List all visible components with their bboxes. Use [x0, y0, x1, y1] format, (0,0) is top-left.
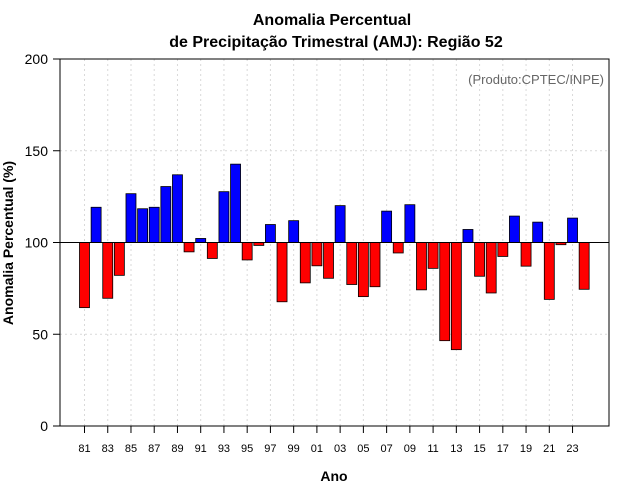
x-tick-label: 85 [125, 443, 137, 455]
y-tick-label: 50 [32, 326, 48, 342]
bar-1981 [79, 242, 90, 309]
bar-2001 [311, 242, 323, 267]
bar-1982 [90, 206, 102, 243]
x-tick-label: 97 [264, 443, 276, 455]
y-axis: 0 50 100 150 200 [25, 51, 60, 434]
bar-1993 [218, 191, 230, 243]
bar-1997 [265, 224, 276, 243]
bar-2002 [323, 242, 334, 279]
x-tick-label: 23 [566, 443, 578, 455]
bar-1992 [206, 242, 218, 259]
bar-1991 [195, 238, 207, 243]
x-tick-label: 83 [102, 443, 114, 455]
bar-1988 [160, 186, 172, 243]
bar-2013 [450, 242, 462, 351]
bar-2008 [392, 242, 404, 254]
x-axis: 81 83 85 87 89 91 93 95 97 99 01 03 05 07 09 11 13 15 17 19… [78, 426, 579, 455]
bar-2010 [416, 242, 427, 291]
bar-1984 [113, 242, 125, 276]
bar-2012 [439, 242, 451, 342]
bar-1994 [230, 163, 241, 243]
chart-title-line2: de Precipitação Trimestral (AMJ): Região… [169, 34, 503, 51]
x-tick-label: 89 [171, 443, 183, 455]
x-tick-label: 95 [241, 443, 253, 455]
bar-1995 [241, 242, 253, 261]
bar-2021 [543, 242, 555, 300]
x-tick-label: 87 [148, 443, 160, 455]
bar-2005 [357, 242, 369, 298]
bar-2019 [520, 242, 532, 267]
x-axis-title: Ano [320, 468, 347, 484]
x-tick-label: 13 [450, 443, 462, 455]
bar-1986 [137, 208, 149, 243]
x-tick-label: 99 [288, 443, 300, 455]
chart-title-line1: Anomalia Percentual [253, 12, 411, 29]
y-tick-label: 200 [25, 51, 49, 67]
grid-lines [60, 58, 609, 427]
bar-1987 [148, 206, 160, 243]
x-tick-label: 03 [334, 443, 346, 455]
x-tick-label: 15 [473, 443, 485, 455]
bar-2018 [509, 215, 520, 243]
bar-2000 [299, 242, 311, 284]
y-tick-label: 0 [40, 418, 48, 434]
bar-2015 [474, 242, 485, 277]
bar-2011 [427, 242, 439, 269]
bar-2007 [381, 210, 393, 243]
x-tick-label: 19 [520, 443, 532, 455]
x-tick-label: 01 [311, 443, 323, 455]
bar-1990 [183, 242, 195, 253]
x-tick-label: 81 [78, 443, 90, 455]
bars [79, 163, 590, 351]
bar-2017 [497, 242, 509, 257]
x-tick-label: 07 [380, 443, 392, 455]
bar-2023 [567, 217, 578, 243]
y-tick-label: 100 [25, 235, 49, 251]
bar-2020 [532, 221, 544, 243]
bar-2004 [346, 242, 358, 285]
bar-2014 [462, 229, 474, 243]
y-axis-title: Anomalia Percentual (%) [0, 161, 16, 325]
y-tick-label: 150 [25, 143, 49, 159]
x-tick-label: 05 [357, 443, 369, 455]
bar-2024 [578, 242, 590, 290]
x-tick-label: 11 [427, 443, 438, 455]
bar-1999 [288, 220, 300, 243]
bar-1998 [276, 242, 288, 303]
bar-1983 [102, 242, 114, 299]
bar-2003 [334, 205, 346, 243]
bar-1985 [125, 193, 137, 243]
x-tick-label: 17 [497, 443, 509, 455]
x-tick-label: 91 [195, 443, 207, 455]
x-tick-label: 21 [543, 443, 555, 455]
x-tick-label: 93 [218, 443, 230, 455]
bar-2016 [485, 242, 497, 294]
credit-text: (Produto:CPTEC/INPE) [468, 72, 604, 87]
bar-2009 [404, 204, 416, 243]
bar-1989 [172, 174, 183, 243]
bar-2006 [369, 242, 381, 288]
x-tick-label: 09 [404, 443, 416, 455]
